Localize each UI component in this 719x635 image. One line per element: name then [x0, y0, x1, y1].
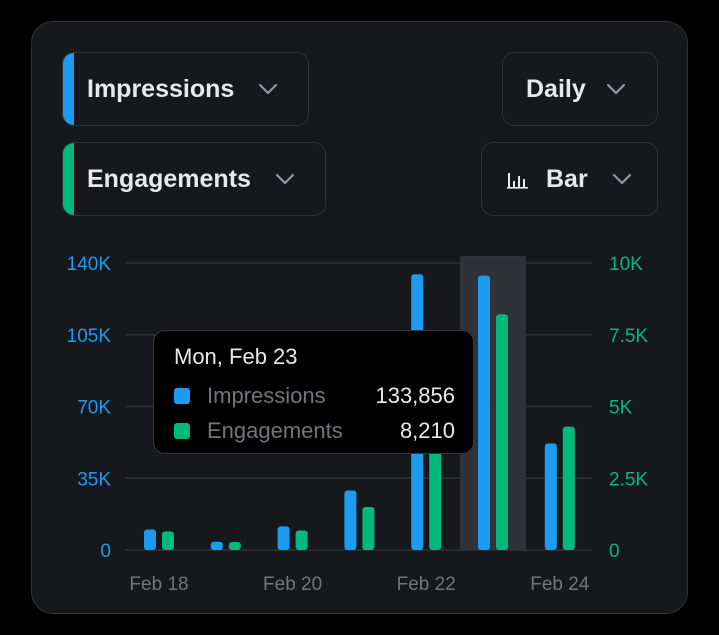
x-tick-label: Feb 18: [129, 574, 188, 595]
chart-tooltip: Mon, Feb 23 Impressions 133,856 Engageme…: [153, 330, 474, 454]
bar-impressions: [344, 490, 357, 550]
metric-primary-label: Impressions: [87, 74, 235, 103]
bar-impressions: [544, 443, 557, 550]
bar-engagements: [228, 541, 241, 550]
y-left-tick-label: 140K: [67, 254, 112, 275]
tooltip-title: Mon, Feb 23: [174, 344, 298, 369]
y-right-tick-label: 10K: [609, 254, 643, 275]
y-left-tick-label: 0: [100, 541, 111, 562]
tooltip-value-engagements: 8,210: [399, 418, 455, 443]
bar-impressions: [144, 529, 156, 550]
interval-dropdown[interactable]: Daily: [502, 52, 658, 126]
y-right-tick-label: 5K: [609, 398, 633, 419]
tooltip-name-impressions: Impressions: [207, 383, 326, 408]
bar-impressions: [478, 275, 490, 550]
bar-engagements: [295, 530, 308, 550]
bar-engagements: [362, 506, 375, 550]
chevron-down-icon: [612, 173, 631, 185]
bar-engagements: [162, 531, 174, 550]
y-right-tick-label: 0: [609, 541, 620, 562]
metric-secondary-dropdown[interactable]: Engagements: [62, 142, 326, 216]
bar-engagements: [496, 314, 508, 550]
y-left-tick-label: 105K: [67, 326, 112, 347]
tooltip-value-impressions: 133,856: [375, 383, 455, 408]
tooltip-row-impressions: Impressions 133,856: [174, 381, 455, 411]
bar-chart-icon: [507, 173, 528, 189]
y-right-tick-label: 7.5K: [609, 326, 648, 347]
metric-secondary-label: Engagements: [87, 164, 251, 193]
y-right-tick-label: 2.5K: [609, 469, 648, 490]
tooltip-row-engagements: Engagements 8,210: [174, 416, 455, 446]
tooltip-name-engagements: Engagements: [207, 418, 343, 443]
bar-impressions: [210, 541, 223, 550]
metric-primary-color-strip: [63, 53, 74, 125]
metric-secondary-color-strip: [63, 143, 74, 215]
chart-type-label: Bar: [546, 164, 588, 193]
x-tick-label: Feb 20: [263, 574, 322, 595]
y-left-tick-label: 70K: [77, 398, 111, 419]
chart-type-dropdown[interactable]: Bar: [481, 142, 658, 216]
tooltip-swatch-impressions: [174, 388, 190, 404]
metric-primary-dropdown[interactable]: Impressions: [62, 52, 309, 126]
interval-label: Daily: [526, 74, 586, 103]
x-tick-label: Feb 24: [530, 574, 590, 595]
y-left-tick-label: 35K: [77, 469, 111, 490]
tooltip-swatch-engagements: [174, 423, 190, 439]
chevron-down-icon: [606, 83, 625, 95]
x-tick-label: Feb 22: [397, 574, 456, 595]
chevron-down-icon: [259, 83, 278, 95]
bar-impressions: [277, 526, 290, 550]
chevron-down-icon: [275, 173, 295, 185]
bar-engagements: [562, 426, 575, 550]
